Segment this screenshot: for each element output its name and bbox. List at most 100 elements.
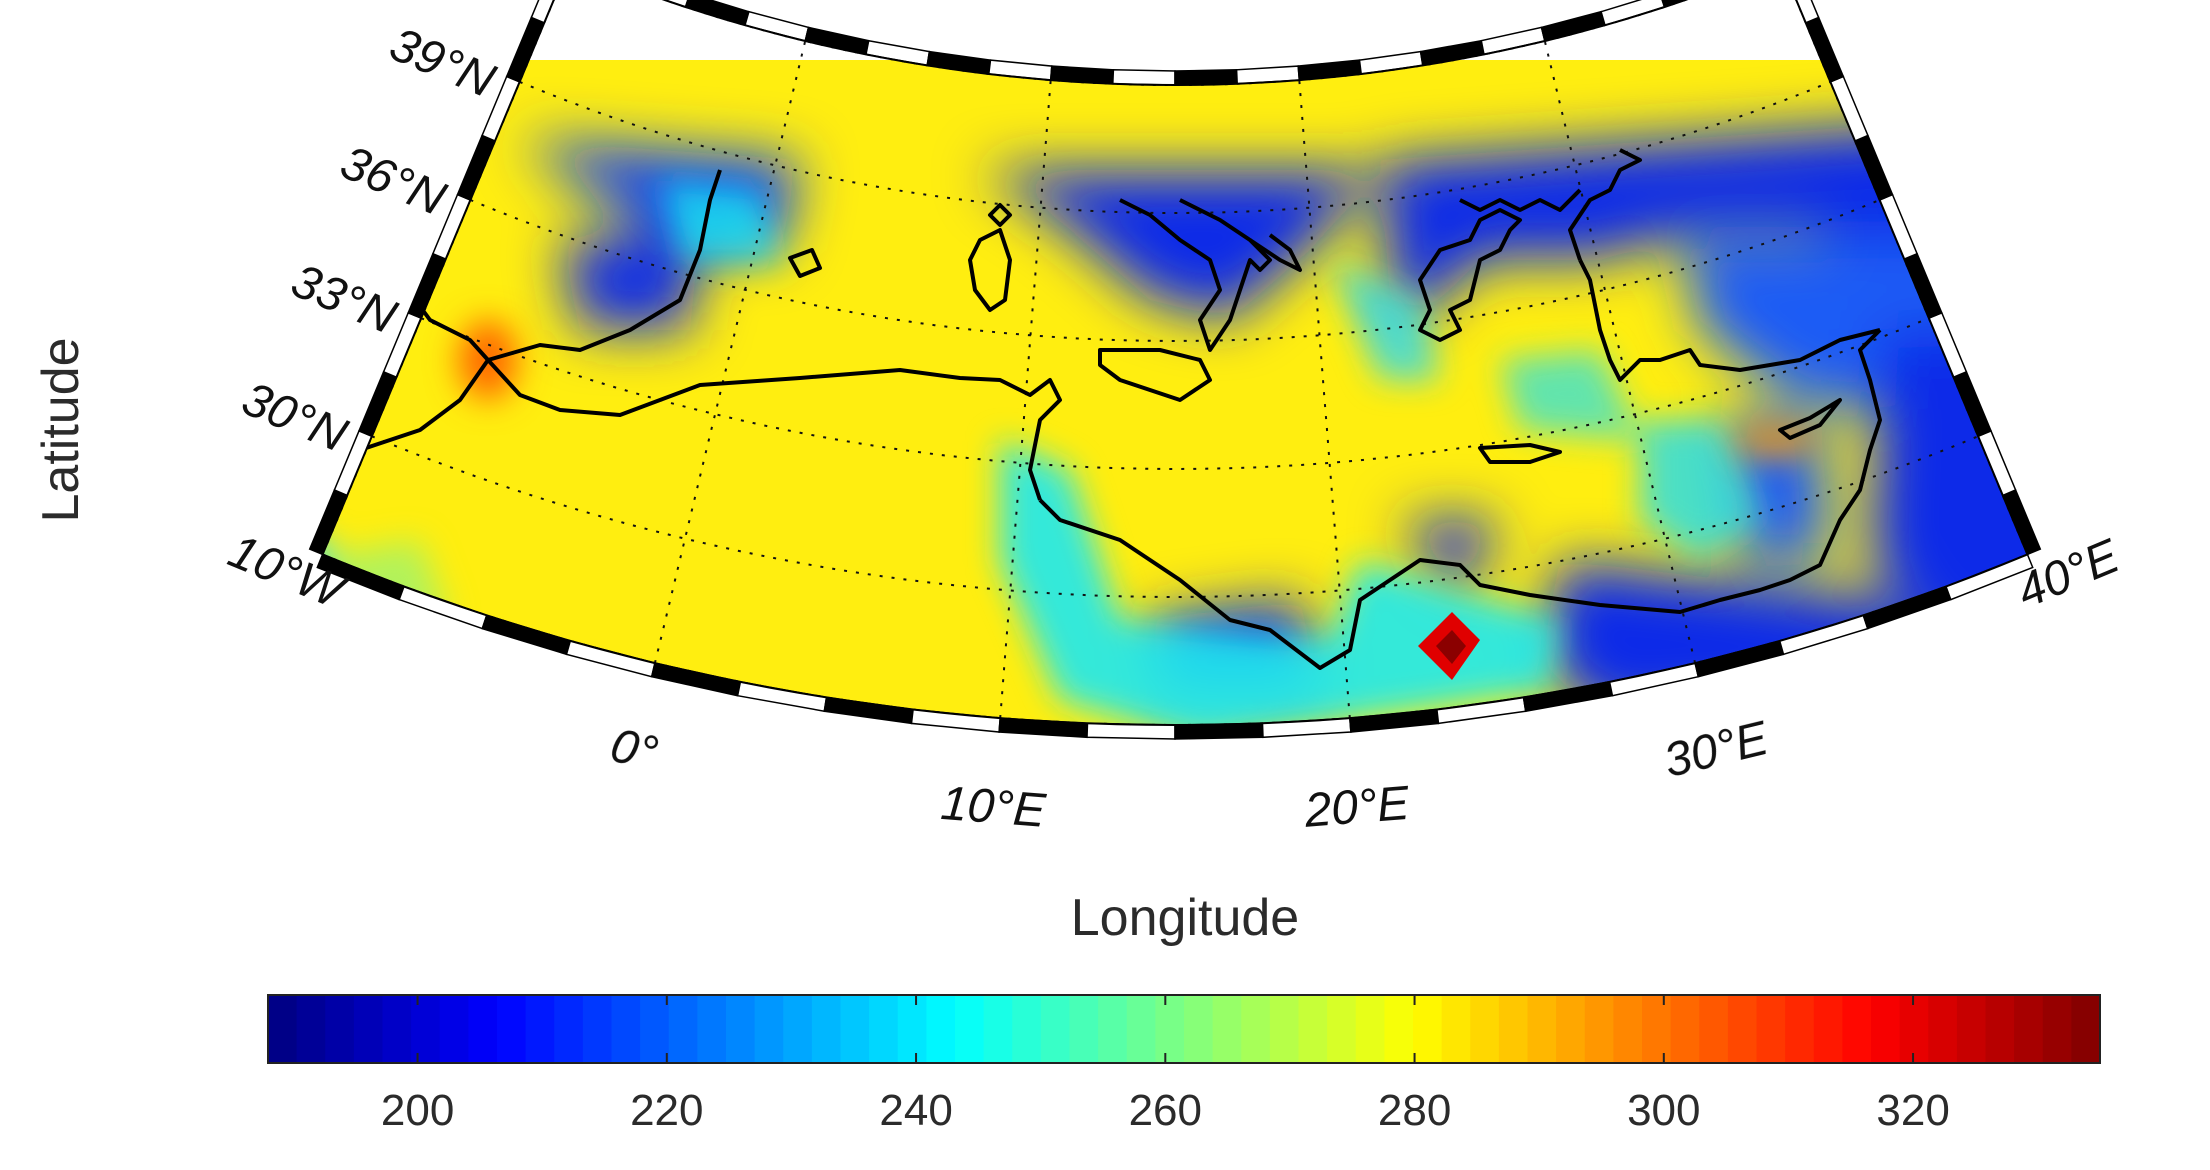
colorbar-step [1269,995,1300,1063]
frame-segment [1112,69,1176,86]
colorbar-step [697,995,727,1063]
colorbar-step [582,995,613,1063]
colorbar-step [1842,995,1872,1063]
colorbar-step [1956,995,1987,1063]
graticule [322,0,2028,725]
colorbar-step [1928,995,1958,1063]
colorbar-step [926,995,956,1063]
colorbar-step [439,995,469,1063]
colorbar-step [1069,995,1099,1063]
colorbar-step [1413,995,1443,1063]
frame-segment [530,0,555,24]
parallel-line [519,80,1831,215]
lon-tick-label: 30°E [1659,712,1774,788]
colorbar-step [1040,995,1071,1063]
colorbar-step [525,995,555,1063]
colorbar-step [754,995,784,1063]
colorbar-step [1985,995,2015,1063]
colorbar-tick-label: 240 [879,1086,952,1135]
colorbar-step [1527,995,1557,1063]
colorbar-step [1899,995,1929,1063]
frame-segment [1174,69,1238,86]
colorbar-step [983,995,1013,1063]
lon-tick-label: 0° [605,719,662,781]
frame-segment [684,0,750,27]
lon-tick-label: 20°E [1302,777,1412,838]
colorbar-step [611,995,641,1063]
colorbar-step [1012,995,1042,1063]
colorbar-step [1642,995,1672,1063]
frame-segment [1795,0,1820,24]
colorbar-tick-label: 300 [1627,1086,1700,1135]
parallel-line [470,199,1880,343]
lat-tick-label: 33°N [284,254,404,344]
colorbar-step [1699,995,1729,1063]
colorbar-step [1298,995,1328,1063]
colorbar-step [1813,995,1843,1063]
colorbar-step [668,995,698,1063]
colorbar-step [1155,995,1185,1063]
colorbar-step [1498,995,1529,1063]
frame-segment [1540,10,1606,42]
colorbar-step [1871,995,1901,1063]
colorbar-step [1355,995,1385,1063]
colorbar-tick-label: 280 [1378,1086,1451,1135]
lat-tick-label: 39°N [382,18,502,108]
frame-outline [321,0,2029,727]
colorbar: 200 220 240 260 280 300 320 [267,994,2101,1135]
frame-segment [804,26,870,56]
colorbar-step [268,995,298,1063]
colorbar-step [468,995,498,1063]
frame-segment [1600,0,1666,27]
colorbar-step [1556,995,1586,1063]
frame-segment [1480,26,1546,56]
colorbar-step [1327,995,1357,1063]
colorbar-step [353,995,384,1063]
colorbar-step [1126,995,1156,1063]
lat-tick-label: 36°N [333,136,453,226]
colorbar-step [1670,995,1700,1063]
colorbar-steps [267,994,2101,1064]
colorbar-step [1584,995,1614,1063]
lon-tick-label: 10°E [939,777,1048,838]
colorbar-step [1470,995,1500,1063]
colorbar-step [1098,995,1128,1063]
frame-segment [744,10,810,42]
colorbar-step [640,995,670,1063]
colorbar-step [497,995,527,1063]
colorbar-step [1441,995,1471,1063]
colorbar-step [1613,995,1643,1063]
color-field [322,60,2028,725]
colorbar-step [296,995,326,1063]
colorbar-tick-label: 200 [381,1086,454,1135]
colorbar-step [1785,995,1815,1063]
map-frame [308,0,2042,740]
colorbar-step [869,995,899,1063]
colorbar-step [1727,995,1758,1063]
colorbar-step [554,995,584,1063]
colorbar-step [811,995,842,1063]
colorbar-step [840,995,870,1063]
y-axis-title: Latitude [32,337,90,522]
colorbar-step [1756,995,1786,1063]
colorbar-step [897,995,927,1063]
colorbar-step [2042,995,2072,1063]
colorbar-step [726,995,756,1063]
colorbar-step [955,995,985,1063]
colorbar-step [2071,995,2101,1063]
colorbar-ticks: 200 220 240 260 280 300 320 [381,995,1950,1135]
colorbar-step [1184,995,1214,1063]
colorbar-step [2014,995,2044,1063]
colorbar-step [411,995,441,1063]
colorbar-step [1384,995,1414,1063]
x-axis-title: Longitude [1071,889,1299,947]
lat-tick-label: 30°N [235,372,355,462]
colorbar-tick-label: 220 [630,1086,703,1135]
colorbar-step [1241,995,1271,1063]
colorbar-tick-label: 320 [1876,1086,1949,1135]
colorbar-step [325,995,355,1063]
colorbar-tick-label: 260 [1129,1086,1202,1135]
colorbar-step [783,995,813,1063]
colorbar-step [382,995,412,1063]
